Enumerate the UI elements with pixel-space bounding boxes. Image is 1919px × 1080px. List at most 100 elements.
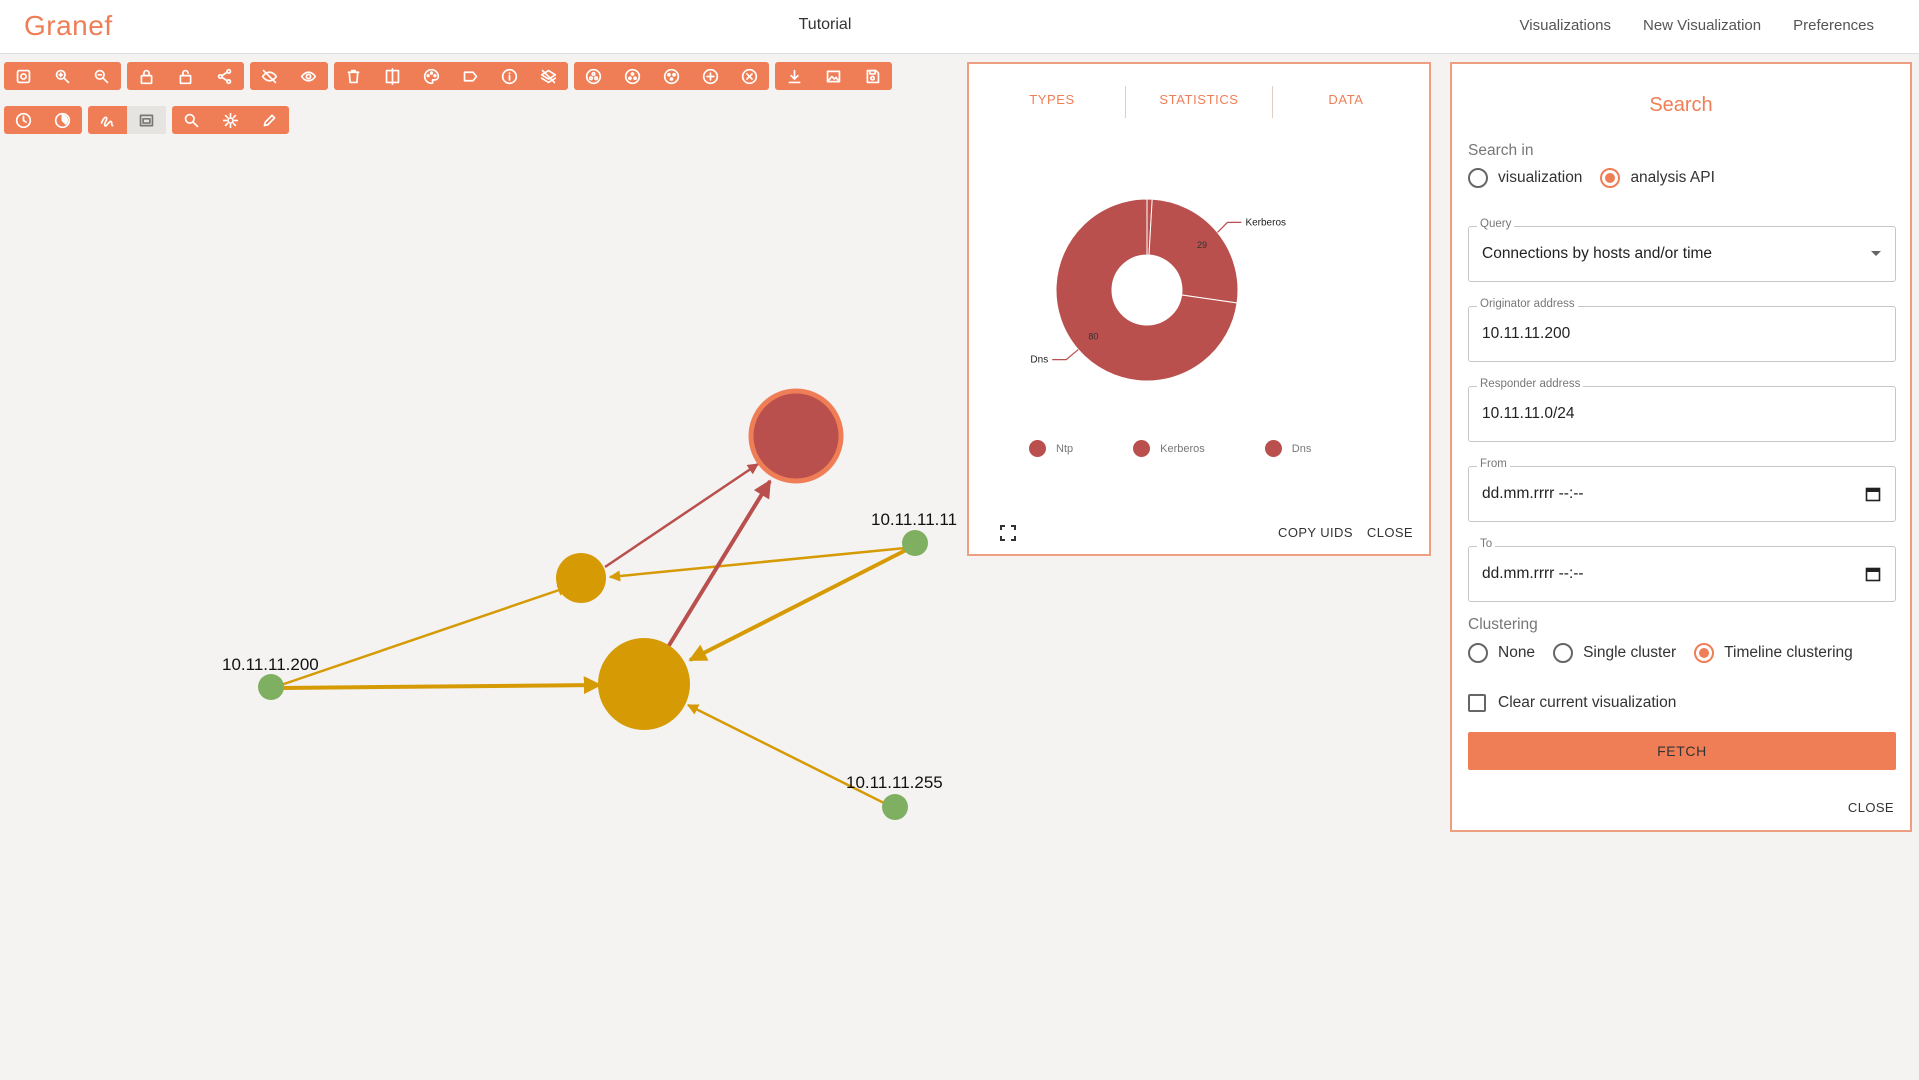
responder-value[interactable]: 10.11.11.0/24 <box>1482 405 1575 422</box>
graph-edge[interactable] <box>688 546 911 662</box>
cluster-outline-button[interactable] <box>613 62 652 90</box>
connection-node[interactable] <box>556 553 606 603</box>
radio-button-selected[interactable] <box>1694 643 1715 663</box>
chevron-down-icon[interactable] <box>1871 251 1881 256</box>
radio-button[interactable] <box>1468 643 1488 663</box>
legend-item[interactable]: Ntp <box>1029 440 1073 457</box>
radio-button-selected[interactable] <box>1600 168 1621 188</box>
info-button[interactable] <box>490 62 529 90</box>
zoom-in-button[interactable] <box>43 62 82 90</box>
query-select[interactable]: Query Connections by hosts and/or time <box>1468 218 1896 282</box>
clock-button[interactable] <box>4 106 43 134</box>
originator-address-field[interactable]: Originator address 10.11.11.200 <box>1468 298 1896 362</box>
legend-item[interactable]: Dns <box>1264 440 1311 457</box>
app-logo[interactable]: Granef <box>24 10 113 41</box>
lock-icon <box>140 69 153 84</box>
graph-edge[interactable] <box>604 462 759 569</box>
edit-button[interactable] <box>250 106 289 134</box>
to-datetime-field[interactable]: To dd.mm.rrrr --:-- <box>1468 538 1896 602</box>
fullscreen-icon[interactable] <box>999 524 1017 542</box>
tab-types[interactable]: TYPES <box>1029 92 1075 107</box>
radio-timeline-clustering[interactable]: Timeline clustering <box>1694 643 1853 663</box>
responder-address-field[interactable]: Responder address 10.11.11.0/24 <box>1468 378 1896 442</box>
types-donut-chart[interactable]: 29 Kerberos 80 Dns <box>969 154 1429 434</box>
graph-edge[interactable] <box>280 676 602 695</box>
cluster-button[interactable] <box>574 62 613 90</box>
search-button[interactable] <box>172 106 211 134</box>
clear-visualization-checkbox[interactable]: Clear current visualization <box>1468 694 1676 712</box>
graph-canvas[interactable]: 10.11.11.200 10.11.11.11 10.11.11.255 <box>0 55 960 1075</box>
graph-edge[interactable] <box>686 703 893 809</box>
radio-none[interactable]: None <box>1468 643 1535 663</box>
nav-new-visualization[interactable]: New Visualization <box>1643 17 1762 34</box>
checkbox[interactable] <box>1468 694 1486 712</box>
unlock-button[interactable] <box>166 62 205 90</box>
nav-visualizations[interactable]: Visualizations <box>1519 17 1611 34</box>
image-button[interactable] <box>814 62 853 90</box>
toolbar-group <box>172 106 289 134</box>
originator-value[interactable]: 10.11.11.200 <box>1482 325 1571 342</box>
graph-edge[interactable] <box>280 584 570 687</box>
delete-button[interactable] <box>334 62 373 90</box>
to-value[interactable]: dd.mm.rrrr --:-- <box>1482 565 1584 582</box>
timelapse-button[interactable] <box>43 106 82 134</box>
search-panel: Search Search in visualization analysis … <box>1450 62 1912 832</box>
calendar-icon[interactable] <box>1865 566 1881 582</box>
clustering-radio-group: None Single cluster Timeline clustering <box>1468 643 1853 663</box>
host-node[interactable] <box>882 794 908 820</box>
share-button[interactable] <box>205 62 244 90</box>
download-button[interactable] <box>775 62 814 90</box>
donut-slice-kerberos[interactable] <box>1148 198 1239 304</box>
connection-node[interactable] <box>598 638 690 730</box>
copy-uids-button[interactable]: COPY UIDS <box>1278 525 1353 540</box>
layers-off-icon <box>540 69 557 83</box>
close-button[interactable]: CLOSE <box>1366 525 1413 540</box>
add-circle-button[interactable] <box>691 62 730 90</box>
donut-slice-label: Dns <box>1030 355 1048 366</box>
from-datetime-field[interactable]: From dd.mm.rrrr --:-- <box>1468 458 1896 522</box>
radio-analysis-api[interactable]: analysis API <box>1600 168 1715 188</box>
service-node[interactable] <box>748 388 844 484</box>
radio-visualization[interactable]: visualization <box>1468 168 1582 188</box>
fit-button[interactable] <box>4 62 43 90</box>
layers-off-button[interactable] <box>529 62 568 90</box>
split-button[interactable] <box>373 62 412 90</box>
calendar-icon[interactable] <box>1865 486 1881 502</box>
host-node[interactable] <box>258 674 284 700</box>
radio-single-cluster[interactable]: Single cluster <box>1553 643 1676 663</box>
from-value[interactable]: dd.mm.rrrr --:-- <box>1482 485 1584 502</box>
types-tabs: TYPES STATISTICS DATA <box>979 86 1419 118</box>
lock-button[interactable] <box>127 62 166 90</box>
hide-button[interactable] <box>250 62 289 90</box>
donut-leader-line <box>1052 349 1079 361</box>
toolbar-group <box>574 62 769 90</box>
nav-preferences[interactable]: Preferences <box>1793 17 1874 34</box>
zoom-out-button[interactable] <box>82 62 121 90</box>
palette-button[interactable] <box>412 62 451 90</box>
radio-button[interactable] <box>1468 168 1488 188</box>
fit-icon <box>16 69 31 83</box>
legend-item[interactable]: Kerberos <box>1133 440 1205 457</box>
remove-circle-button[interactable] <box>730 62 769 90</box>
zoom-out-icon <box>94 69 109 83</box>
gesture-button[interactable] <box>88 106 127 134</box>
tab-statistics[interactable]: STATISTICS <box>1159 92 1239 107</box>
settings-button[interactable] <box>211 106 250 134</box>
host-node[interactable] <box>902 530 928 556</box>
cluster-alt-button[interactable] <box>652 62 691 90</box>
tab-data[interactable]: DATA <box>1328 92 1364 107</box>
graph-edge[interactable] <box>608 546 906 582</box>
panel-button[interactable] <box>127 106 166 134</box>
label-button[interactable] <box>451 62 490 90</box>
gesture-icon <box>100 115 114 127</box>
fetch-button[interactable]: FETCH <box>1468 732 1896 770</box>
chart-legend: Ntp Kerberos Dns <box>1029 440 1311 457</box>
search-in-radio-group: visualization analysis API <box>1468 168 1715 188</box>
cluster-alt-icon <box>663 68 680 84</box>
close-button[interactable]: CLOSE <box>1847 800 1894 815</box>
radio-button[interactable] <box>1553 643 1574 663</box>
show-button[interactable] <box>289 62 328 90</box>
graph-edge[interactable] <box>666 479 772 649</box>
donut-slice-dns[interactable] <box>1055 198 1238 382</box>
save-button[interactable] <box>853 62 892 90</box>
